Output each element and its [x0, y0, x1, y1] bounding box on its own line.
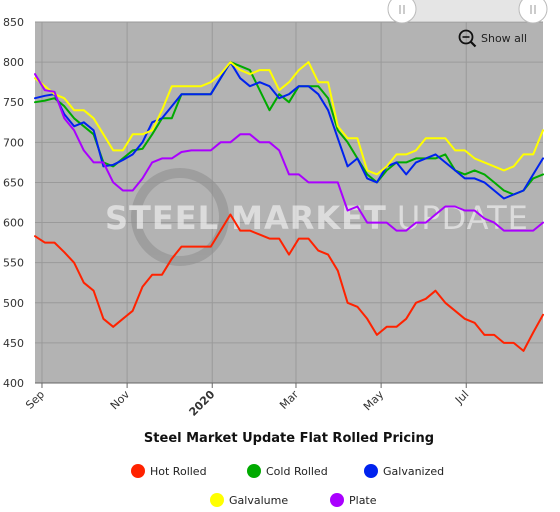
show-all-label: Show all: [481, 32, 527, 45]
x-tick-label: Mar: [277, 388, 301, 412]
show-all-button[interactable]: Show all: [458, 29, 528, 48]
navigator-handles[interactable]: [387, 0, 548, 24]
legend: Hot Rolled Cold Rolled Galvanized Galvalume…: [131, 464, 444, 507]
y-tick-label: 750: [3, 96, 24, 109]
y-axis: 400 450 500 550 600 650 700 750 800 850: [3, 16, 24, 390]
legend-label-hot-rolled: Hot Rolled: [150, 465, 207, 478]
series-line-plate[interactable]: [34, 73, 544, 232]
legend-marker-plate: [330, 493, 344, 507]
legend-marker-cold-rolled: [247, 464, 261, 478]
y-tick-label: 400: [3, 377, 24, 390]
x-tick-label: 2020: [187, 388, 218, 419]
y-tick-label: 650: [3, 176, 24, 189]
x-tick-label: Sep: [23, 388, 47, 412]
navigator-track[interactable]: [400, 0, 535, 22]
series-line-hot-rolled[interactable]: [34, 213, 544, 352]
legend-marker-galvalume: [210, 493, 224, 507]
y-tick-label: 550: [3, 257, 24, 270]
legend-item-hot-rolled[interactable]: Hot Rolled: [131, 464, 207, 478]
x-tick-label: May: [361, 388, 387, 414]
y-tick-label: 700: [3, 136, 24, 149]
legend-label-galvalume: Galvalume: [229, 494, 288, 507]
y-tick-label: 800: [3, 56, 24, 69]
y-tick-label: 600: [3, 217, 24, 230]
navigator-handle-right[interactable]: [518, 0, 548, 24]
legend-label-cold-rolled: Cold Rolled: [266, 465, 328, 478]
legend-marker-galvanized: [364, 464, 378, 478]
legend-marker-hot-rolled: [131, 464, 145, 478]
y-tick-label: 450: [3, 337, 24, 350]
watermark-ring: [131, 168, 229, 266]
legend-label-galvanized: Galvanized: [383, 465, 444, 478]
legend-item-galvanized[interactable]: Galvanized: [364, 464, 444, 478]
legend-item-plate[interactable]: Plate: [330, 493, 377, 507]
series-lines: [34, 61, 544, 352]
series-line-galvanized[interactable]: [34, 61, 544, 200]
y-tick-label: 500: [3, 297, 24, 310]
zoom-out-icon: [458, 29, 474, 45]
zoom-out-icon-handle: [470, 41, 477, 48]
x-axis: Sep Nov 2020 Mar May Jul: [23, 382, 543, 419]
x-tick-label: Jul: [452, 388, 471, 407]
series-line-galvalume[interactable]: [34, 61, 544, 176]
legend-item-galvalume[interactable]: Galvalume: [210, 493, 288, 507]
legend-item-cold-rolled[interactable]: Cold Rolled: [247, 464, 328, 478]
x-tick-label: Nov: [108, 388, 133, 413]
legend-label-plate: Plate: [349, 494, 377, 507]
chart-title: Steel Market Update Flat Rolled Pricing: [144, 431, 434, 446]
y-tick-label: 850: [3, 16, 24, 29]
navigator-handle-left[interactable]: [387, 0, 417, 24]
